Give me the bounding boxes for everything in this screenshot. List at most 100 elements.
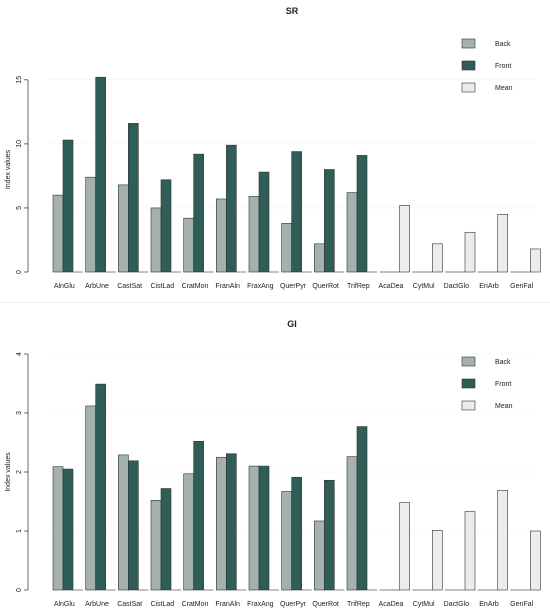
y-tick-label-sr-10: 10 [16,140,23,148]
y-axis-label-sr: Index values [5,149,12,189]
bar-gi-cratmon-back [183,473,194,591]
panel-divider [0,302,550,303]
bar-sr-alnglu-front [62,139,74,273]
x-tick-label-sr-eriarb: EriArb [479,283,499,290]
x-tick-label-gi-trifrep: TrifRep [347,601,370,608]
y-tick-label-gi-3: 3 [16,411,23,415]
x-tick-label-gi-genfal: GenFal [510,601,533,608]
legend-swatch-sr-mean [461,82,476,93]
bar-gi-fraxang-back [248,465,260,591]
bar-sr-fraxang-front [258,171,270,273]
x-tick-label-sr-dactglo: DactGlo [444,283,469,290]
x-tick-label-gi-querpyr: QuerPyr [280,601,307,608]
y-tick-label-sr-5: 5 [16,206,23,210]
y-tick-label-gi-0: 0 [16,588,23,592]
y-tick-label-sr-15: 15 [16,76,23,84]
x-tick-label-sr-querrot: QuerRot [312,283,339,290]
x-tick-label-sr-cytmul: CytMul [413,283,435,290]
x-tick-label-gi-cistlad: CistLad [150,601,174,608]
bar-chart-sr: SR Index values 0 5 10 15 AlnGlu ArbUne CastSat C… [5,6,541,290]
bar-gi-trifrep-front [356,426,368,591]
bar-sr-eriarb-mean [497,214,508,273]
x-tick-label-sr-cratmon: CratMon [182,283,209,290]
x-tick-label-sr-alnglu: AlnGlu [54,283,75,290]
bar-gi-cistlad-front [160,488,172,591]
bar-sr-cistlad-front [160,179,172,273]
legend-label-gi-back: Back [495,359,511,366]
bar-sr-alnglu-back [52,194,64,273]
chart-panel-gi: GI Index values 0 1 2 3 4 AlnGlu ArbUne CastSat Ci… [0,310,550,610]
bar-sr-cratmon-back [183,217,194,273]
y-tick-label-gi-2: 2 [16,470,23,474]
x-tick-label-gi-dactglo: DactGlo [444,601,469,608]
bar-gi-alnglu-front [62,468,74,591]
legend-label-sr-mean: Mean [495,85,513,92]
x-tick-label-sr-genfal: GenFal [510,283,533,290]
bar-gi-castsat-front [128,460,139,591]
bar-gi-querrot-back [314,520,325,591]
bar-chart-gi: GI Index values 0 1 2 3 4 AlnGlu ArbUne CastSat Ci… [5,319,541,608]
bar-gi-dactglo-mean [464,511,476,591]
bar-gi-fraxang-front [258,465,270,591]
bar-sr-trifrep-front [356,155,368,273]
bar-sr-querpyr-back [281,223,292,273]
legend-label-gi-mean: Mean [495,403,513,410]
bar-gi-alnglu-back [52,466,64,591]
bar-sr-castsat-front [128,123,139,273]
x-tick-label-gi-querrot: QuerRot [312,601,339,608]
bar-sr-dactglo-mean [464,231,476,273]
x-tick-label-sr-franaln: FranAln [215,283,240,290]
bar-sr-arbune-front [95,76,106,273]
bar-sr-trifrep-back [346,192,358,273]
bar-gi-querrot-front [324,479,335,591]
bar-sr-castsat-back [118,184,129,273]
x-tick-label-sr-arbune: ArbUne [85,283,109,290]
bar-sr-querrot-back [314,243,325,273]
bar-gi-genfal-mean [530,530,541,591]
bar-gi-cistlad-back [150,500,162,591]
bar-sr-acadea-mean [399,205,410,273]
bar-gi-enarb-mean [497,489,508,591]
x-tick-label-gi-cytmul: CytMul [413,601,435,608]
bar-gi-arbune-back [85,405,96,591]
bar-gi-franaln-back [216,456,227,591]
x-tick-label-sr-acadea: AcaDea [379,283,404,290]
bar-sr-cytmul-mean [432,243,443,273]
bar-gi-cytmul-mean [432,530,443,591]
bar-sr-franaln-back [216,198,227,273]
y-tick-label-gi-4: 4 [16,352,23,356]
bar-gi-cratmon-front [193,441,204,591]
bar-gi-castsat-back [118,454,129,591]
chart-title-sr: SR [286,6,299,16]
x-tick-label-gi-arbune: ArbUne [85,601,109,608]
bar-gi-franaln-front [226,453,237,591]
legend-swatch-gi-back [461,356,476,367]
legend-label-gi-front: Front [495,381,511,388]
chart-title-gi: GI [287,319,297,329]
x-tick-label-gi-castsat: CastSat [117,601,142,608]
bar-sr-genfal-mean [530,248,541,273]
bar-gi-acadea-mean [399,502,410,591]
bar-sr-cratmon-front [193,153,204,273]
bar-sr-fraxang-back [248,196,260,273]
bar-sr-arbune-back [85,176,96,273]
chart-panel-sr: SR Index values 0 5 10 15 AlnGlu ArbUne CastSat C… [0,0,550,300]
x-tick-label-sr-fraxang: FraxAng [247,283,274,290]
legend-label-sr-back: Back [495,41,511,48]
x-tick-label-gi-alnglu: AlnGlu [54,601,75,608]
x-tick-label-gi-franaln: FranAln [215,601,240,608]
bar-gi-querpyr-front [291,477,302,591]
bar-gi-trifrep-back [346,456,358,591]
y-axis-label-gi: Index values [5,452,12,492]
bar-sr-querpyr-front [291,151,302,273]
legend-swatch-gi-mean [461,400,476,411]
legend-swatch-sr-back [461,38,476,49]
x-tick-label-gi-fraxang: FraxAng [247,601,274,608]
x-tick-label-gi-cratmon: CratMon [182,601,209,608]
x-tick-label-sr-querpyr: QuerPyr [280,283,307,290]
x-tick-label-sr-trifrep: TrifRep [347,283,370,290]
y-tick-label-sr-0: 0 [16,270,23,274]
legend-label-sr-front: Front [495,63,511,70]
x-tick-label-gi-enarb: EnArb [479,601,499,608]
bar-sr-querrot-front [324,169,335,273]
